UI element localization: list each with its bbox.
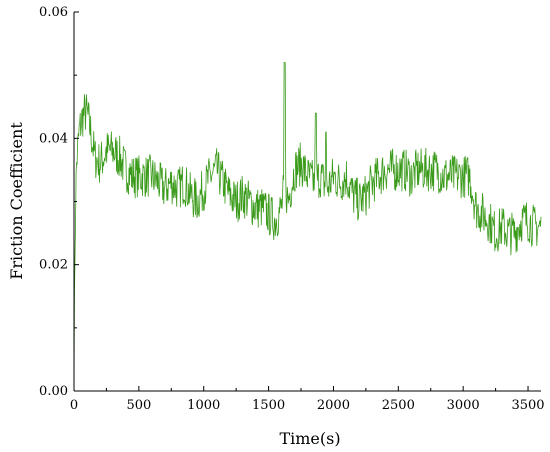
x-tick-label: 500 [126,398,151,413]
y-axis-label: Friction Coefficient [7,122,26,280]
friction-series-line [73,62,542,392]
x-tick-label: 0 [70,398,78,413]
y-tick-label: 0.06 [39,5,68,20]
series-layer [73,62,542,392]
x-tick-label: 1000 [187,398,220,413]
x-tick-label: 3000 [447,398,480,413]
x-tick-label: 3500 [511,398,544,413]
x-tick-label: 1500 [252,398,285,413]
y-tick-label: 0.04 [39,131,68,146]
y-tick-label: 0.00 [39,384,68,399]
x-tick-label: 2000 [317,398,350,413]
axes-layer: 0.00 0.02 0.04 0.06 0 500 1000 1500 2000 2500 3000… [39,5,545,413]
y-tick-label: 0.02 [39,258,68,273]
x-axis-label: Time(s) [279,429,340,448]
x-tick-label: 2500 [382,398,415,413]
